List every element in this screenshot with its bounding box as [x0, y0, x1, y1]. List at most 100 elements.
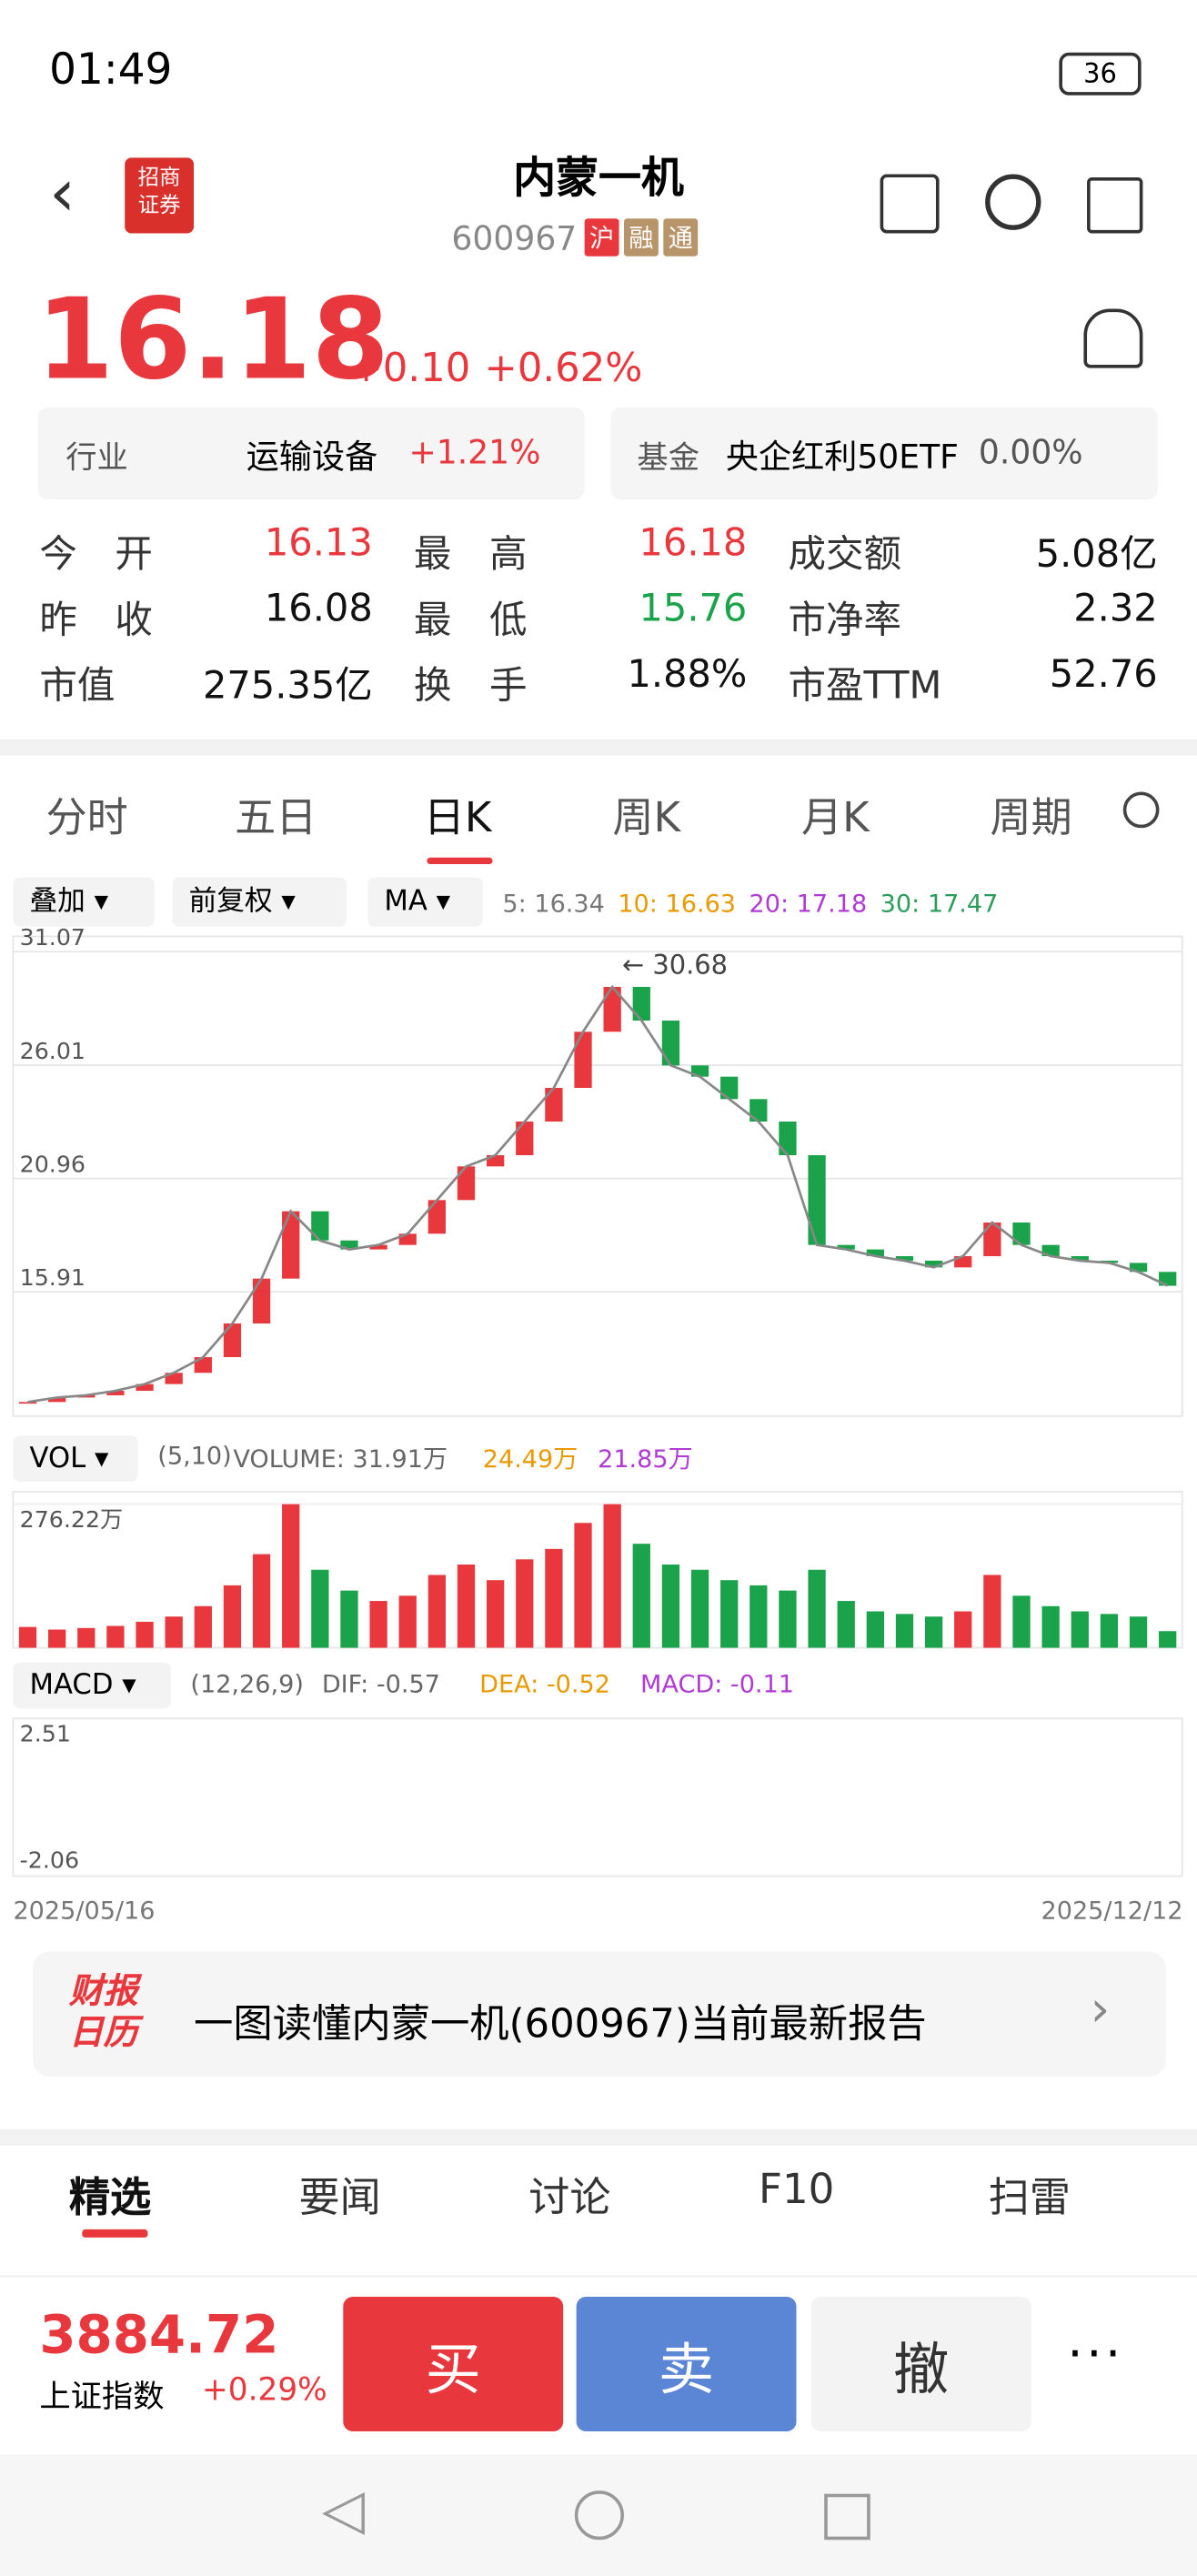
more-button[interactable]: ···: [1067, 2326, 1124, 2384]
candle: [779, 1121, 797, 1155]
settings-icon[interactable]: [1122, 791, 1160, 829]
toolbar-button[interactable]: MA ▾: [367, 877, 483, 927]
candle: [808, 1154, 826, 1245]
market-tag: 沪: [584, 218, 619, 257]
minimize-icon[interactable]: [880, 174, 940, 234]
period-tab[interactable]: 周期: [990, 793, 1072, 841]
industry-box[interactable]: [37, 407, 585, 500]
candle: [369, 1244, 387, 1250]
candle: [603, 986, 621, 1032]
volume-bar: [1012, 1595, 1031, 1648]
recent-nav[interactable]: [824, 2493, 870, 2541]
stat-label: 换 手: [413, 665, 528, 709]
fund-box[interactable]: [610, 407, 1158, 500]
period-tab[interactable]: 日K: [423, 793, 492, 841]
alert-bell[interactable]: [1083, 308, 1143, 368]
buy-button[interactable]: 买: [343, 2296, 564, 2432]
end-date: 2025/12/12: [1041, 1896, 1183, 1926]
period-tab[interactable]: 五日: [235, 793, 317, 841]
candle: [749, 1099, 768, 1122]
back-nav[interactable]: ◁: [321, 2477, 366, 2543]
stat-label: 最 低: [413, 599, 528, 643]
index-name: 上证指数: [39, 2379, 165, 2415]
industry-name: 运输设备: [246, 437, 378, 477]
vol-selector[interactable]: VOL ▾: [13, 1435, 138, 1483]
stat-value: 16.13: [264, 522, 373, 566]
toolbar-button[interactable]: 叠加 ▾: [13, 877, 155, 927]
stock-name: 内蒙一机: [513, 154, 684, 204]
volume-bar: [516, 1559, 534, 1648]
search-icon[interactable]: [985, 174, 1041, 230]
divider: [0, 739, 1197, 756]
candle: [340, 1240, 358, 1250]
stat-value: 5.08亿: [1035, 533, 1158, 577]
period-tab[interactable]: 分时: [45, 793, 128, 841]
volume-bar: [340, 1590, 358, 1648]
status-time: 01:49: [49, 45, 173, 96]
candle: [661, 1020, 680, 1066]
volume-bar: [779, 1590, 797, 1648]
period-tab[interactable]: 月K: [800, 793, 870, 841]
stat-label: 成交额: [788, 533, 902, 577]
toolbar-button[interactable]: 前复权 ▾: [172, 877, 347, 927]
period-tab[interactable]: 周K: [612, 793, 681, 841]
volume-bar: [1100, 1614, 1119, 1648]
logo-text: 财报: [68, 1971, 138, 2011]
macd-params: (12,26,9): [190, 1669, 304, 1699]
tab-indicator: [427, 857, 493, 865]
volume-bar: [428, 1575, 447, 1648]
volume-bar: [369, 1601, 387, 1648]
y-tick-label: 31.07: [20, 924, 86, 951]
stat-value: 2.32: [1073, 588, 1158, 631]
volume-bar: [311, 1569, 329, 1648]
start-date: 2025/05/16: [13, 1896, 156, 1926]
stat-label: 最 高: [413, 533, 528, 577]
fund-pct: 0.00%: [978, 432, 1083, 472]
sell-button[interactable]: 卖: [576, 2296, 797, 2432]
divider: [0, 2128, 1197, 2146]
report-banner[interactable]: [33, 1951, 1166, 2077]
battery: 36: [1059, 52, 1142, 96]
stat-value: 275.35亿: [202, 665, 373, 709]
y-tick-label: 276.22万: [20, 1506, 124, 1533]
stat-value: 16.08: [264, 588, 373, 631]
home-nav[interactable]: [574, 2490, 624, 2541]
candle: [223, 1323, 242, 1358]
candle: [632, 986, 650, 1021]
index-value: 3884.72: [39, 2303, 279, 2366]
candle: [924, 1260, 943, 1268]
content-tab[interactable]: 要闻: [298, 2173, 381, 2221]
content-tab[interactable]: F10: [759, 2165, 835, 2213]
volume-bar: [106, 1625, 125, 1648]
content-tab[interactable]: 扫雷: [988, 2173, 1071, 2221]
volume-bar: [1129, 1616, 1148, 1648]
volume-bar: [1159, 1631, 1177, 1648]
back-button[interactable]: ‹: [49, 156, 76, 232]
stat-value: 52.76: [1049, 653, 1158, 697]
volume-bar: [223, 1585, 242, 1648]
stat-value: 1.88%: [627, 653, 748, 697]
cancel-button[interactable]: 撤: [810, 2296, 1031, 2432]
content-tab[interactable]: 精选: [68, 2173, 152, 2221]
stat-label: 市盈TTM: [788, 665, 942, 709]
candle: [48, 1397, 66, 1403]
content-tab[interactable]: 讨论: [528, 2173, 611, 2221]
vol-params: (5,10): [157, 1440, 232, 1471]
macd-legend: DIF: -0.57: [321, 1669, 440, 1699]
close-line: [27, 984, 1169, 1404]
volume-bar: [983, 1575, 1001, 1648]
share-icon[interactable]: [1087, 177, 1143, 234]
divider: [0, 2275, 1197, 2278]
fund-name: 央企红利50ETF: [725, 437, 959, 477]
fund-label: 基金: [637, 440, 700, 477]
volume-bar: [837, 1601, 855, 1648]
banner-arrow: ›: [1090, 1981, 1111, 2039]
price: 16.18: [35, 276, 390, 407]
macd-selector[interactable]: MACD ▾: [13, 1662, 171, 1709]
volume-bar: [252, 1554, 271, 1648]
volume-bar: [924, 1616, 943, 1648]
banner-logo: 财报 日历: [69, 1971, 138, 2053]
candle: [1129, 1263, 1148, 1273]
y-tick-label: 20.96: [20, 1151, 86, 1177]
